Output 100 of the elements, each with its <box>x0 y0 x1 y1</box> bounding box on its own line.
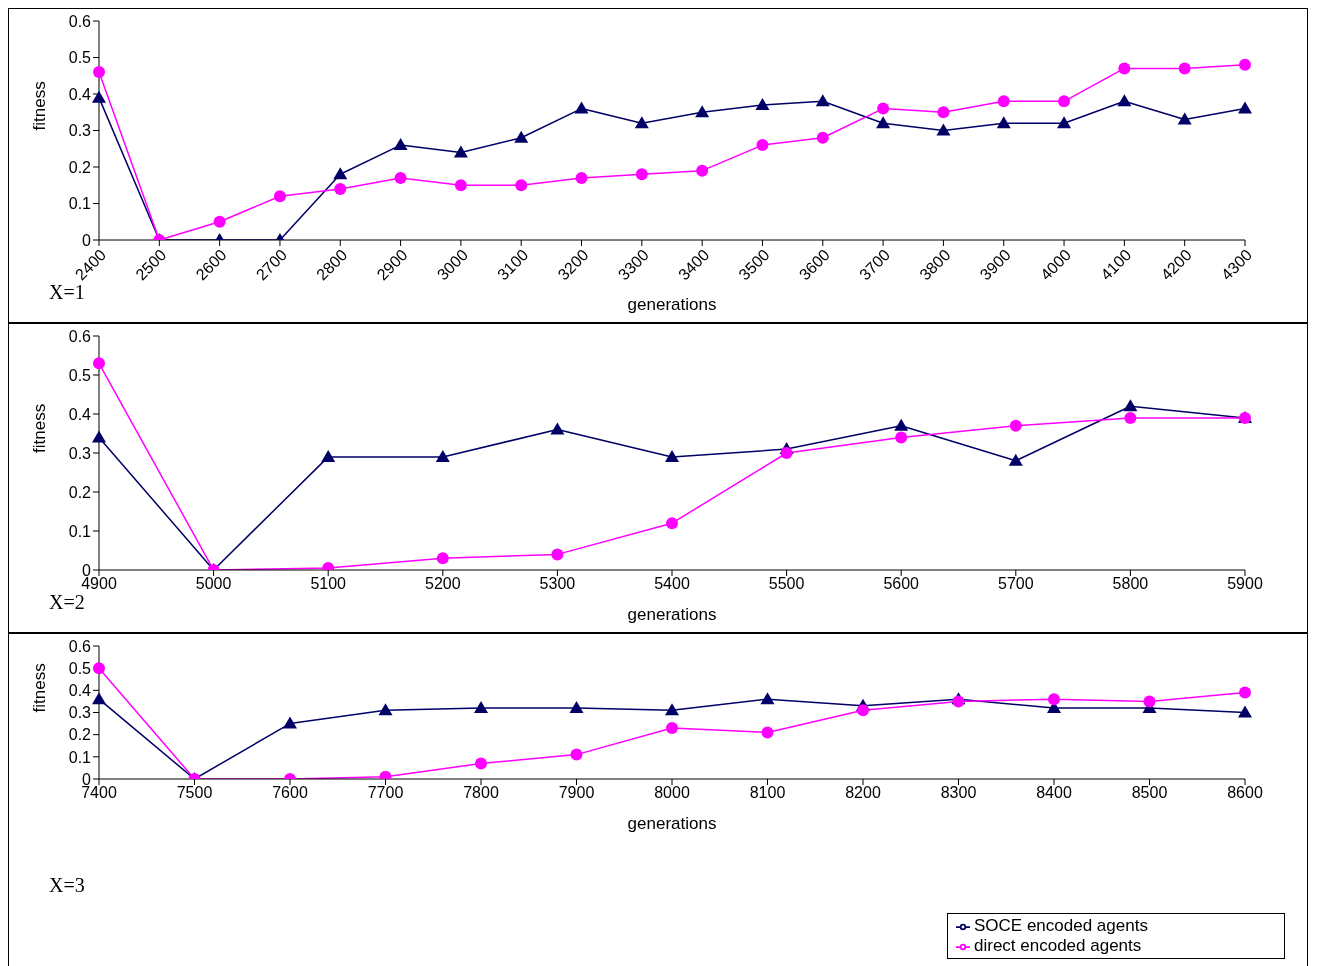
y-axis-title: fitness <box>30 663 50 713</box>
point <box>696 164 709 177</box>
point <box>1123 399 1138 412</box>
point <box>475 757 487 770</box>
point <box>1124 411 1137 424</box>
text: X=1 <box>49 281 85 304</box>
point <box>1143 695 1156 708</box>
x-tick-label: 5100 <box>310 575 347 593</box>
x-tick-label: 5600 <box>883 575 920 593</box>
y-tick-label: 0.4 <box>68 682 92 700</box>
point <box>550 422 565 435</box>
y-tick-label: 0 <box>82 231 92 249</box>
point <box>761 726 774 739</box>
point <box>514 130 529 143</box>
x-tick-label: 5700 <box>998 575 1034 593</box>
x-tick-label: 5200 <box>425 575 461 593</box>
y-tick-label: 0.5 <box>68 659 92 677</box>
text: X=2 <box>49 591 85 614</box>
point <box>1118 62 1131 75</box>
point <box>1178 62 1191 75</box>
x-tick-label: 8300 <box>940 784 977 802</box>
point <box>857 704 869 717</box>
point <box>877 102 890 115</box>
x-tick-label: 7400 <box>81 784 117 802</box>
y-tick-label: 0.5 <box>68 366 92 384</box>
x-tick-label: 8600 <box>1227 784 1263 802</box>
y-tick-label: 0.3 <box>68 122 92 140</box>
x-tick-label: 7800 <box>463 784 499 802</box>
point <box>815 94 830 107</box>
x-tick-label: 5900 <box>1227 575 1263 593</box>
x-tick-label: 4900 <box>81 575 117 593</box>
point <box>575 171 588 184</box>
point <box>665 703 679 716</box>
point <box>635 168 648 181</box>
x-tick-label: 7700 <box>367 784 404 802</box>
y-tick-label: 0.1 <box>68 522 92 540</box>
point <box>273 190 286 203</box>
point <box>780 447 793 459</box>
x-tick-label: 5000 <box>195 575 232 593</box>
x-tick-label: 7900 <box>558 784 595 802</box>
y-tick-label: 0.3 <box>68 444 92 462</box>
point <box>283 716 297 729</box>
y-tick-label: 0.1 <box>68 195 92 213</box>
point <box>876 116 891 129</box>
y-tick-label: 0.1 <box>68 748 92 766</box>
x-tick-label: 8200 <box>845 784 881 802</box>
y-tick-label: 0.4 <box>68 405 92 423</box>
legend-label: direct encoded agents <box>974 936 1142 955</box>
x-tick-label: 7500 <box>176 784 213 802</box>
point <box>1008 453 1023 466</box>
point <box>213 215 226 228</box>
point <box>756 139 769 152</box>
y-tick-label: 0.5 <box>68 49 92 67</box>
point <box>574 101 589 114</box>
point <box>996 116 1011 129</box>
y-tick-label: 0.3 <box>68 704 92 722</box>
point <box>895 431 908 444</box>
point <box>1239 686 1251 699</box>
point <box>997 95 1010 108</box>
point <box>435 449 450 462</box>
y-tick-label: 0.4 <box>68 85 92 103</box>
point <box>515 179 528 192</box>
x-tick-label: 8400 <box>1036 784 1072 802</box>
x-tick-label: 5300 <box>539 575 576 593</box>
x-tick-label: 8000 <box>654 784 690 802</box>
x-tick-label: 8500 <box>1131 784 1168 802</box>
point <box>894 418 909 431</box>
legend-label: SOCE encoded agents <box>974 916 1148 935</box>
point <box>1117 94 1132 107</box>
point <box>551 548 564 561</box>
x-tick-label: 7600 <box>272 784 308 802</box>
point <box>394 171 407 184</box>
point <box>334 182 347 195</box>
point <box>93 66 105 79</box>
point <box>436 552 449 565</box>
point <box>570 748 583 761</box>
point <box>321 449 336 462</box>
x-axis-title: generations <box>627 605 717 624</box>
x-tick-label: 5800 <box>1112 575 1149 593</box>
point <box>666 722 678 735</box>
x-tick-label: 8100 <box>749 784 786 802</box>
point <box>1238 101 1252 114</box>
y-axis-title: fitness <box>30 81 50 131</box>
point <box>755 97 770 110</box>
y-tick-label: 0.6 <box>68 327 92 345</box>
point <box>93 662 105 675</box>
x-axis-title: generations <box>627 814 717 833</box>
y-tick-label: 0.6 <box>68 12 92 30</box>
point <box>378 703 393 716</box>
point <box>695 105 710 118</box>
y-axis-title: fitness <box>30 403 50 453</box>
x-axis-title: generations <box>627 295 717 314</box>
point <box>92 90 106 103</box>
y-tick-label: 0.2 <box>68 483 92 501</box>
y-tick-label: 0.2 <box>68 726 92 744</box>
point <box>1048 693 1060 706</box>
point <box>937 106 950 119</box>
point <box>454 179 467 192</box>
point <box>1239 58 1251 71</box>
point <box>760 692 775 705</box>
